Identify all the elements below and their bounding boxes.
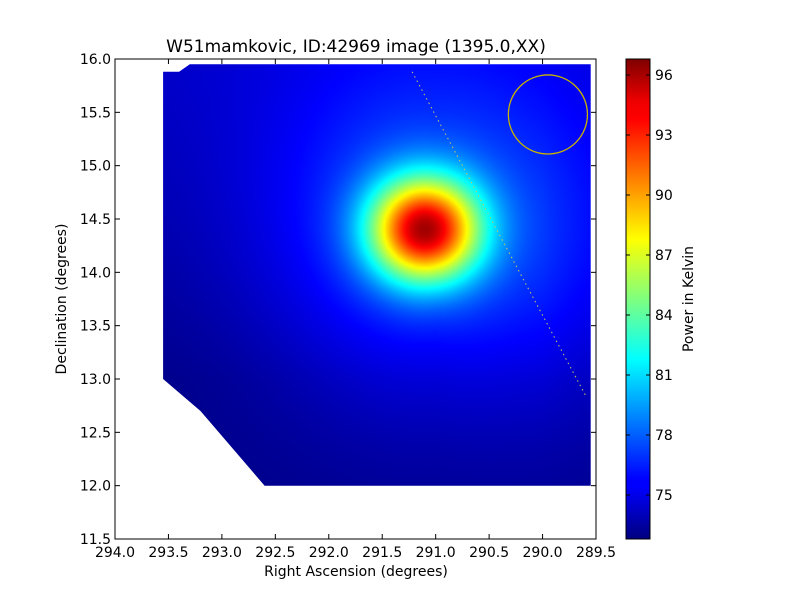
y-tick-label: 15.5 [80, 105, 111, 121]
heatmap-image [163, 64, 591, 486]
x-tick-label: 293.0 [202, 545, 242, 561]
x-tick-label: 290.5 [469, 545, 509, 561]
y-tick-label: 13.0 [80, 372, 111, 388]
y-tick-label: 14.5 [80, 212, 111, 228]
colorbar-tick-label: 90 [655, 188, 673, 204]
plot-area [114, 58, 597, 540]
colorbar-ticks: 75 78 81 84 87 90 93 96 [626, 68, 673, 504]
colorbar-label: Power in Kelvin [681, 246, 697, 352]
y-tick-label: 14.0 [80, 265, 111, 281]
chart-title: W51mamkovic, ID:42969 image (1395.0,XX) [166, 37, 546, 57]
y-tick-label: 11.5 [80, 532, 111, 548]
y-tick-label: 15.0 [80, 159, 111, 175]
x-axis-label: Right Ascension (degrees) [264, 564, 448, 580]
x-tick-label: 292.0 [309, 545, 349, 561]
y-tick-label: 13.5 [80, 319, 111, 335]
colorbar-tick-label: 75 [655, 488, 673, 504]
colorbar-tick-label: 84 [655, 308, 673, 324]
colorbar-frame [625, 58, 651, 540]
colorbar-tick-label: 81 [655, 368, 673, 384]
colorbar-tick-label: 96 [655, 68, 673, 84]
y-axis: 11.5 12.0 12.5 13.0 13.5 14.0 14.5 15.0 15.5 16.0 [80, 52, 596, 548]
x-tick-label: 294.0 [95, 545, 135, 561]
x-tick-label: 290.0 [523, 545, 563, 561]
y-axis-label: Declination (degrees) [54, 224, 70, 375]
colorbar-tick-label: 87 [655, 248, 673, 264]
colorbar: 75 78 81 84 87 90 93 96 Power in Kelvin [625, 58, 697, 540]
x-tick-label: 289.5 [576, 545, 616, 561]
x-axis: 294.0 293.5 293.0 292.5 292.0 291.5 291.0 290.5… [95, 59, 616, 561]
beam-circle [507, 74, 589, 155]
y-tick-label: 16.0 [80, 52, 111, 68]
y-tick-label: 12.5 [80, 425, 111, 441]
x-tick-label: 291.5 [362, 545, 402, 561]
dotted-line [411, 71, 586, 396]
y-tick-label: 12.0 [80, 479, 111, 495]
colorbar-tick-label: 93 [655, 128, 673, 144]
x-tick-label: 292.5 [255, 545, 295, 561]
plot-frame [114, 58, 597, 540]
colorbar-tick-label: 78 [655, 428, 673, 444]
x-tick-label: 291.0 [416, 545, 456, 561]
colorbar-gradient [626, 59, 650, 539]
x-tick-label: 293.5 [148, 545, 188, 561]
